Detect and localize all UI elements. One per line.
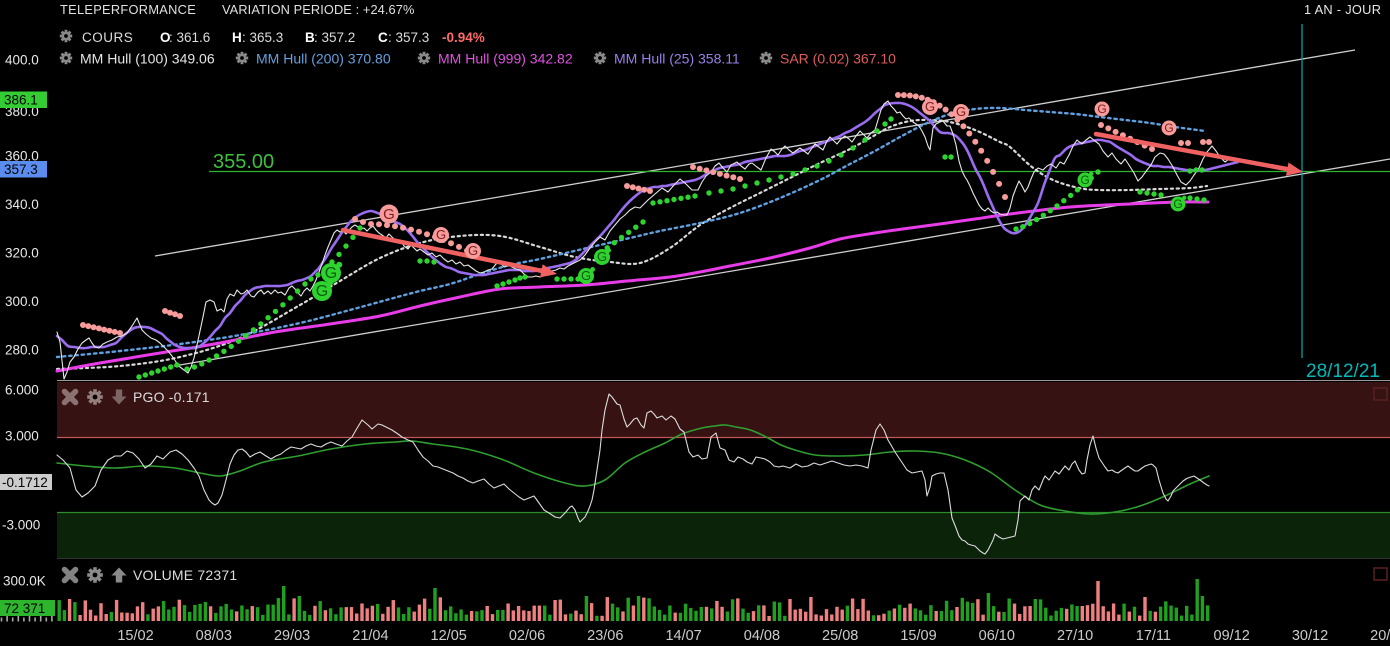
svg-text:360.0: 360.0 (5, 149, 39, 164)
svg-text:15/09: 15/09 (900, 628, 936, 644)
svg-text:: 361.6: : 361.6 (169, 30, 210, 45)
svg-text:G: G (1173, 197, 1182, 211)
svg-text:G: G (1080, 173, 1089, 187)
svg-text:23/06: 23/06 (587, 628, 623, 644)
svg-text:COURS: COURS (82, 30, 133, 45)
svg-text:400.0: 400.0 (5, 53, 39, 68)
svg-text:25/08: 25/08 (822, 628, 858, 644)
svg-text:72 371: 72 371 (4, 601, 45, 616)
svg-text:G: G (956, 104, 966, 119)
svg-text:C: C (378, 30, 388, 45)
svg-text:357.3: 357.3 (4, 162, 38, 177)
svg-text:VARIATION PERIODE : +24.67%: VARIATION PERIODE : +24.67% (222, 2, 414, 17)
svg-text:G: G (925, 99, 935, 114)
svg-text:15/02: 15/02 (117, 628, 153, 644)
svg-text:3.000: 3.000 (5, 429, 39, 444)
svg-text:08/03: 08/03 (196, 628, 232, 644)
svg-text:386.1: 386.1 (4, 93, 38, 108)
svg-text:MM Hull (999) 342.82: MM Hull (999) 342.82 (438, 51, 573, 67)
svg-text:VOLUME 72371: VOLUME 72371 (133, 567, 237, 583)
svg-text:MM Hull (25) 358.11: MM Hull (25) 358.11 (614, 51, 740, 67)
svg-text:355.00: 355.00 (213, 151, 274, 173)
svg-text:300.0: 300.0 (5, 294, 39, 309)
svg-text:04/08: 04/08 (744, 628, 780, 644)
svg-text:02/06: 02/06 (509, 628, 545, 644)
svg-text:G: G (383, 206, 395, 223)
svg-text:PGO -0.171: PGO -0.171 (133, 389, 210, 405)
svg-text:300.0K: 300.0K (3, 574, 46, 589)
svg-text:28/12/21: 28/12/21 (1306, 361, 1380, 382)
svg-text:B: B (305, 30, 315, 45)
svg-text:30/12: 30/12 (1292, 628, 1328, 644)
svg-text:G: G (436, 227, 446, 242)
svg-text:MM Hull (200) 370.80: MM Hull (200) 370.80 (256, 51, 391, 67)
svg-text:G: G (597, 249, 607, 264)
svg-text:H: H (232, 30, 242, 45)
svg-text:MM Hull (100) 349.06: MM Hull (100) 349.06 (80, 51, 215, 67)
svg-text:21/04: 21/04 (352, 628, 388, 644)
svg-text:-0.94%: -0.94% (442, 30, 485, 45)
svg-text:: 357.3: : 357.3 (388, 30, 429, 45)
svg-text:09/12: 09/12 (1214, 628, 1250, 644)
svg-text:320.0: 320.0 (5, 246, 39, 261)
svg-text:6.000: 6.000 (5, 383, 39, 398)
svg-text:29/03: 29/03 (274, 628, 310, 644)
svg-text:-0.1712: -0.1712 (2, 475, 48, 490)
svg-text:G: G (468, 243, 478, 258)
svg-text:1 AN - JOUR: 1 AN - JOUR (1304, 2, 1381, 17)
svg-text:280.0: 280.0 (5, 343, 39, 358)
svg-text:SAR (0.02) 367.10: SAR (0.02) 367.10 (780, 51, 896, 67)
svg-text:17/11: 17/11 (1136, 628, 1171, 644)
svg-text:-3.000: -3.000 (2, 518, 40, 533)
svg-text:O: O (160, 30, 171, 45)
svg-text:27/10: 27/10 (1057, 628, 1093, 644)
svg-text:14/07: 14/07 (665, 628, 701, 644)
svg-text:G: G (316, 283, 328, 300)
svg-text:G: G (581, 268, 591, 283)
svg-text:20/01: 20/01 (1370, 628, 1390, 644)
svg-text:G: G (325, 265, 337, 282)
svg-text:: 365.3: : 365.3 (242, 30, 283, 45)
svg-text:: 357.2: : 357.2 (314, 30, 355, 45)
svg-text:TELEPERFORMANCE: TELEPERFORMANCE (60, 2, 196, 17)
svg-text:340.0: 340.0 (5, 197, 39, 212)
svg-text:06/10: 06/10 (979, 628, 1015, 644)
svg-text:12/05: 12/05 (431, 628, 467, 644)
svg-text:G: G (1164, 121, 1173, 135)
svg-text:G: G (1097, 102, 1106, 116)
